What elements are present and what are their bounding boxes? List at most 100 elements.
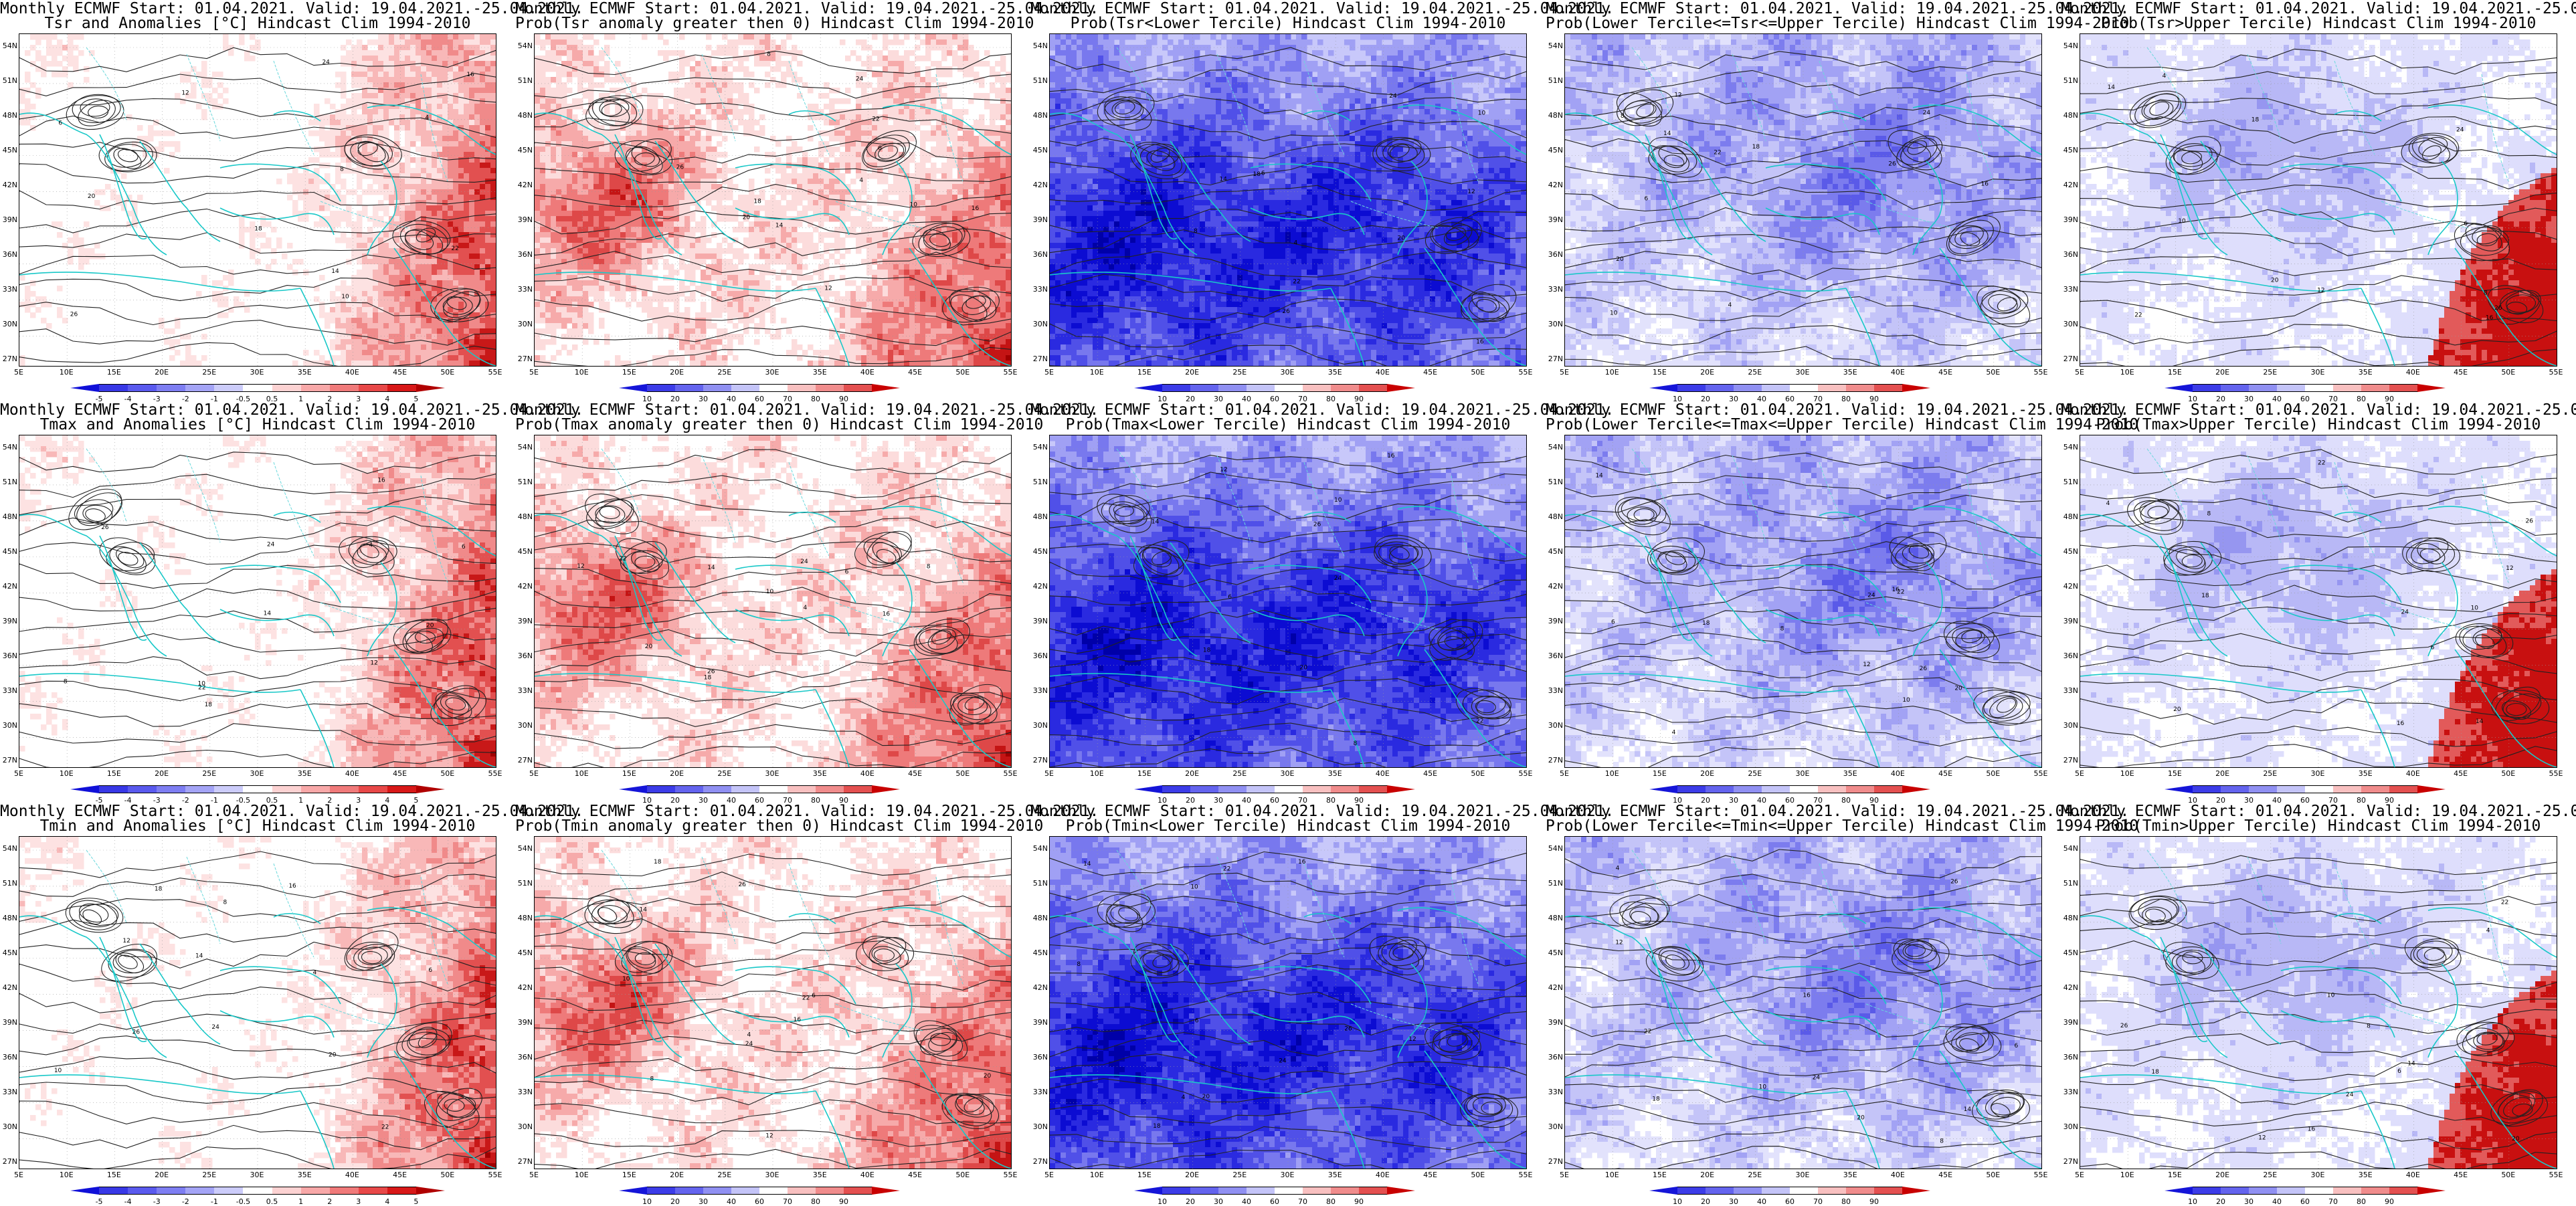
lon-label: 20E — [149, 1171, 175, 1179]
colorbar — [70, 785, 445, 793]
forecast-panel: Monthly ECMWF Start: 01.04.2021. Valid: … — [0, 0, 515, 401]
lon-label: 15E — [616, 769, 642, 778]
panel-title-line2: Prob(Tmin>Upper Tercile) Hindcast Clim 1… — [2061, 819, 2576, 833]
lon-label: 25E — [2257, 1171, 2284, 1179]
lat-label: 54N — [517, 443, 533, 451]
lat-label: 33N — [1032, 285, 1048, 294]
colorbar-swatch — [99, 1187, 128, 1195]
colorbar-label: 90 — [830, 1197, 857, 1206]
lat-label: 27N — [517, 355, 533, 363]
colorbar-swatch — [243, 785, 272, 793]
colorbar-swatch — [1790, 384, 1819, 392]
lon-label: 35E — [1321, 1171, 1348, 1179]
colorbar-label: 60 — [2292, 1197, 2318, 1206]
colorbar-swatch — [1303, 1187, 1331, 1195]
colorbar-swatch — [844, 785, 872, 793]
colorbar-swatch — [1275, 384, 1303, 392]
lat-label: 51N — [2062, 76, 2078, 85]
colorbar-swatch — [1762, 785, 1790, 793]
colorbar-arrow-left — [2165, 1187, 2193, 1195]
lat-label: 48N — [2062, 111, 2078, 120]
lat-label: 45N — [1, 146, 17, 155]
colorbar-arrow-right — [1387, 785, 1415, 793]
svg-text:12: 12 — [181, 90, 189, 97]
lat-label: 33N — [1547, 686, 1563, 695]
lat-label: 27N — [1, 1157, 17, 1166]
lat-label: 33N — [1, 686, 17, 695]
colorbar-swatch — [675, 1187, 704, 1195]
colorbar — [619, 384, 900, 392]
forecast-panel: Monthly ECMWF Start: 01.04.2021. Valid: … — [1546, 803, 2061, 1204]
lat-label: 51N — [1547, 478, 1563, 486]
colorbar-label: -1 — [201, 1197, 227, 1206]
colorbar-swatch — [1846, 1187, 1875, 1195]
colorbar — [2165, 1187, 2446, 1195]
lat-label: 45N — [2062, 146, 2078, 155]
colorbar-label: 90 — [1346, 1197, 1372, 1206]
lat-label: 36N — [1032, 1053, 1048, 1062]
lon-label: 5E — [1036, 1171, 1063, 1179]
colorbar-arrow-left — [1134, 1187, 1162, 1195]
lon-label: 35E — [2352, 368, 2379, 377]
colorbar-label: 10 — [2179, 1197, 2206, 1206]
panel-title-line1: Monthly ECMWF Start: 01.04.2021. Valid: … — [1546, 1, 2061, 16]
lat-label: 54N — [1, 844, 17, 853]
colorbar-arrow-left — [2165, 384, 2193, 392]
lat-label: 54N — [1547, 41, 1563, 50]
lon-label: 30E — [1789, 1171, 1816, 1179]
lat-label: 39N — [2062, 1018, 2078, 1027]
colorbar-swatch — [1359, 384, 1388, 392]
lon-label: 25E — [1742, 368, 1768, 377]
lon-label: 10E — [2114, 368, 2140, 377]
panel-title-line2: Prob(Tmax<Lower Tercile) Hindcast Clim 1… — [1030, 417, 1546, 432]
lat-label: 51N — [1032, 478, 1048, 486]
lat-label: 36N — [517, 1053, 533, 1062]
lon-label: 10E — [2114, 769, 2140, 778]
lat-label: 36N — [2062, 1053, 2078, 1062]
lat-label: 42N — [517, 983, 533, 992]
lat-label: 48N — [1032, 512, 1048, 521]
colorbar-swatch — [2333, 785, 2362, 793]
colorbar-swatch — [1706, 384, 1734, 392]
colorbar-arrow-left — [70, 785, 99, 793]
forecast-panel: Monthly ECMWF Start: 01.04.2021. Valid: … — [2061, 0, 2576, 401]
lat-label: 48N — [2062, 914, 2078, 922]
colorbar-label: 70 — [2320, 1197, 2347, 1206]
colorbar-arrow-left — [70, 1187, 99, 1195]
colorbar — [619, 785, 900, 793]
colorbar-swatch — [1162, 1187, 1191, 1195]
lat-label: 36N — [1, 1053, 17, 1062]
lat-label: 33N — [517, 285, 533, 294]
colorbar-swatch — [731, 384, 760, 392]
lat-label: 27N — [517, 756, 533, 765]
lon-label: 25E — [196, 769, 223, 778]
colorbar-label: 70 — [1289, 1197, 1316, 1206]
lat-label: 45N — [517, 146, 533, 155]
lon-label: 40E — [339, 368, 365, 377]
lon-label: 50E — [434, 368, 461, 377]
lon-label: 40E — [2399, 769, 2426, 778]
lon-label: 30E — [2304, 1171, 2331, 1179]
lon-label: 35E — [2352, 769, 2379, 778]
colorbar-swatch — [703, 1187, 732, 1195]
lat-label: 30N — [1547, 1122, 1563, 1131]
lat-label: 45N — [1032, 948, 1048, 957]
panel-title-line1: Monthly ECMWF Start: 01.04.2021. Valid: … — [0, 804, 515, 819]
lon-label: 15E — [100, 769, 127, 778]
colorbar-swatch — [99, 384, 128, 392]
lon-label: 45E — [2448, 1171, 2474, 1179]
colorbar-swatch — [1247, 1187, 1275, 1195]
colorbar-swatch — [157, 384, 186, 392]
lat-label: 36N — [1, 250, 17, 259]
lon-label: 55E — [997, 1171, 1024, 1179]
panel-title-line1: Monthly ECMWF Start: 01.04.2021. Valid: … — [1030, 403, 1546, 417]
panel-title-line1: Monthly ECMWF Start: 01.04.2021. Valid: … — [0, 1, 515, 16]
colorbar-label: 20 — [1692, 1197, 1719, 1206]
colorbar-swatch — [214, 1187, 244, 1195]
